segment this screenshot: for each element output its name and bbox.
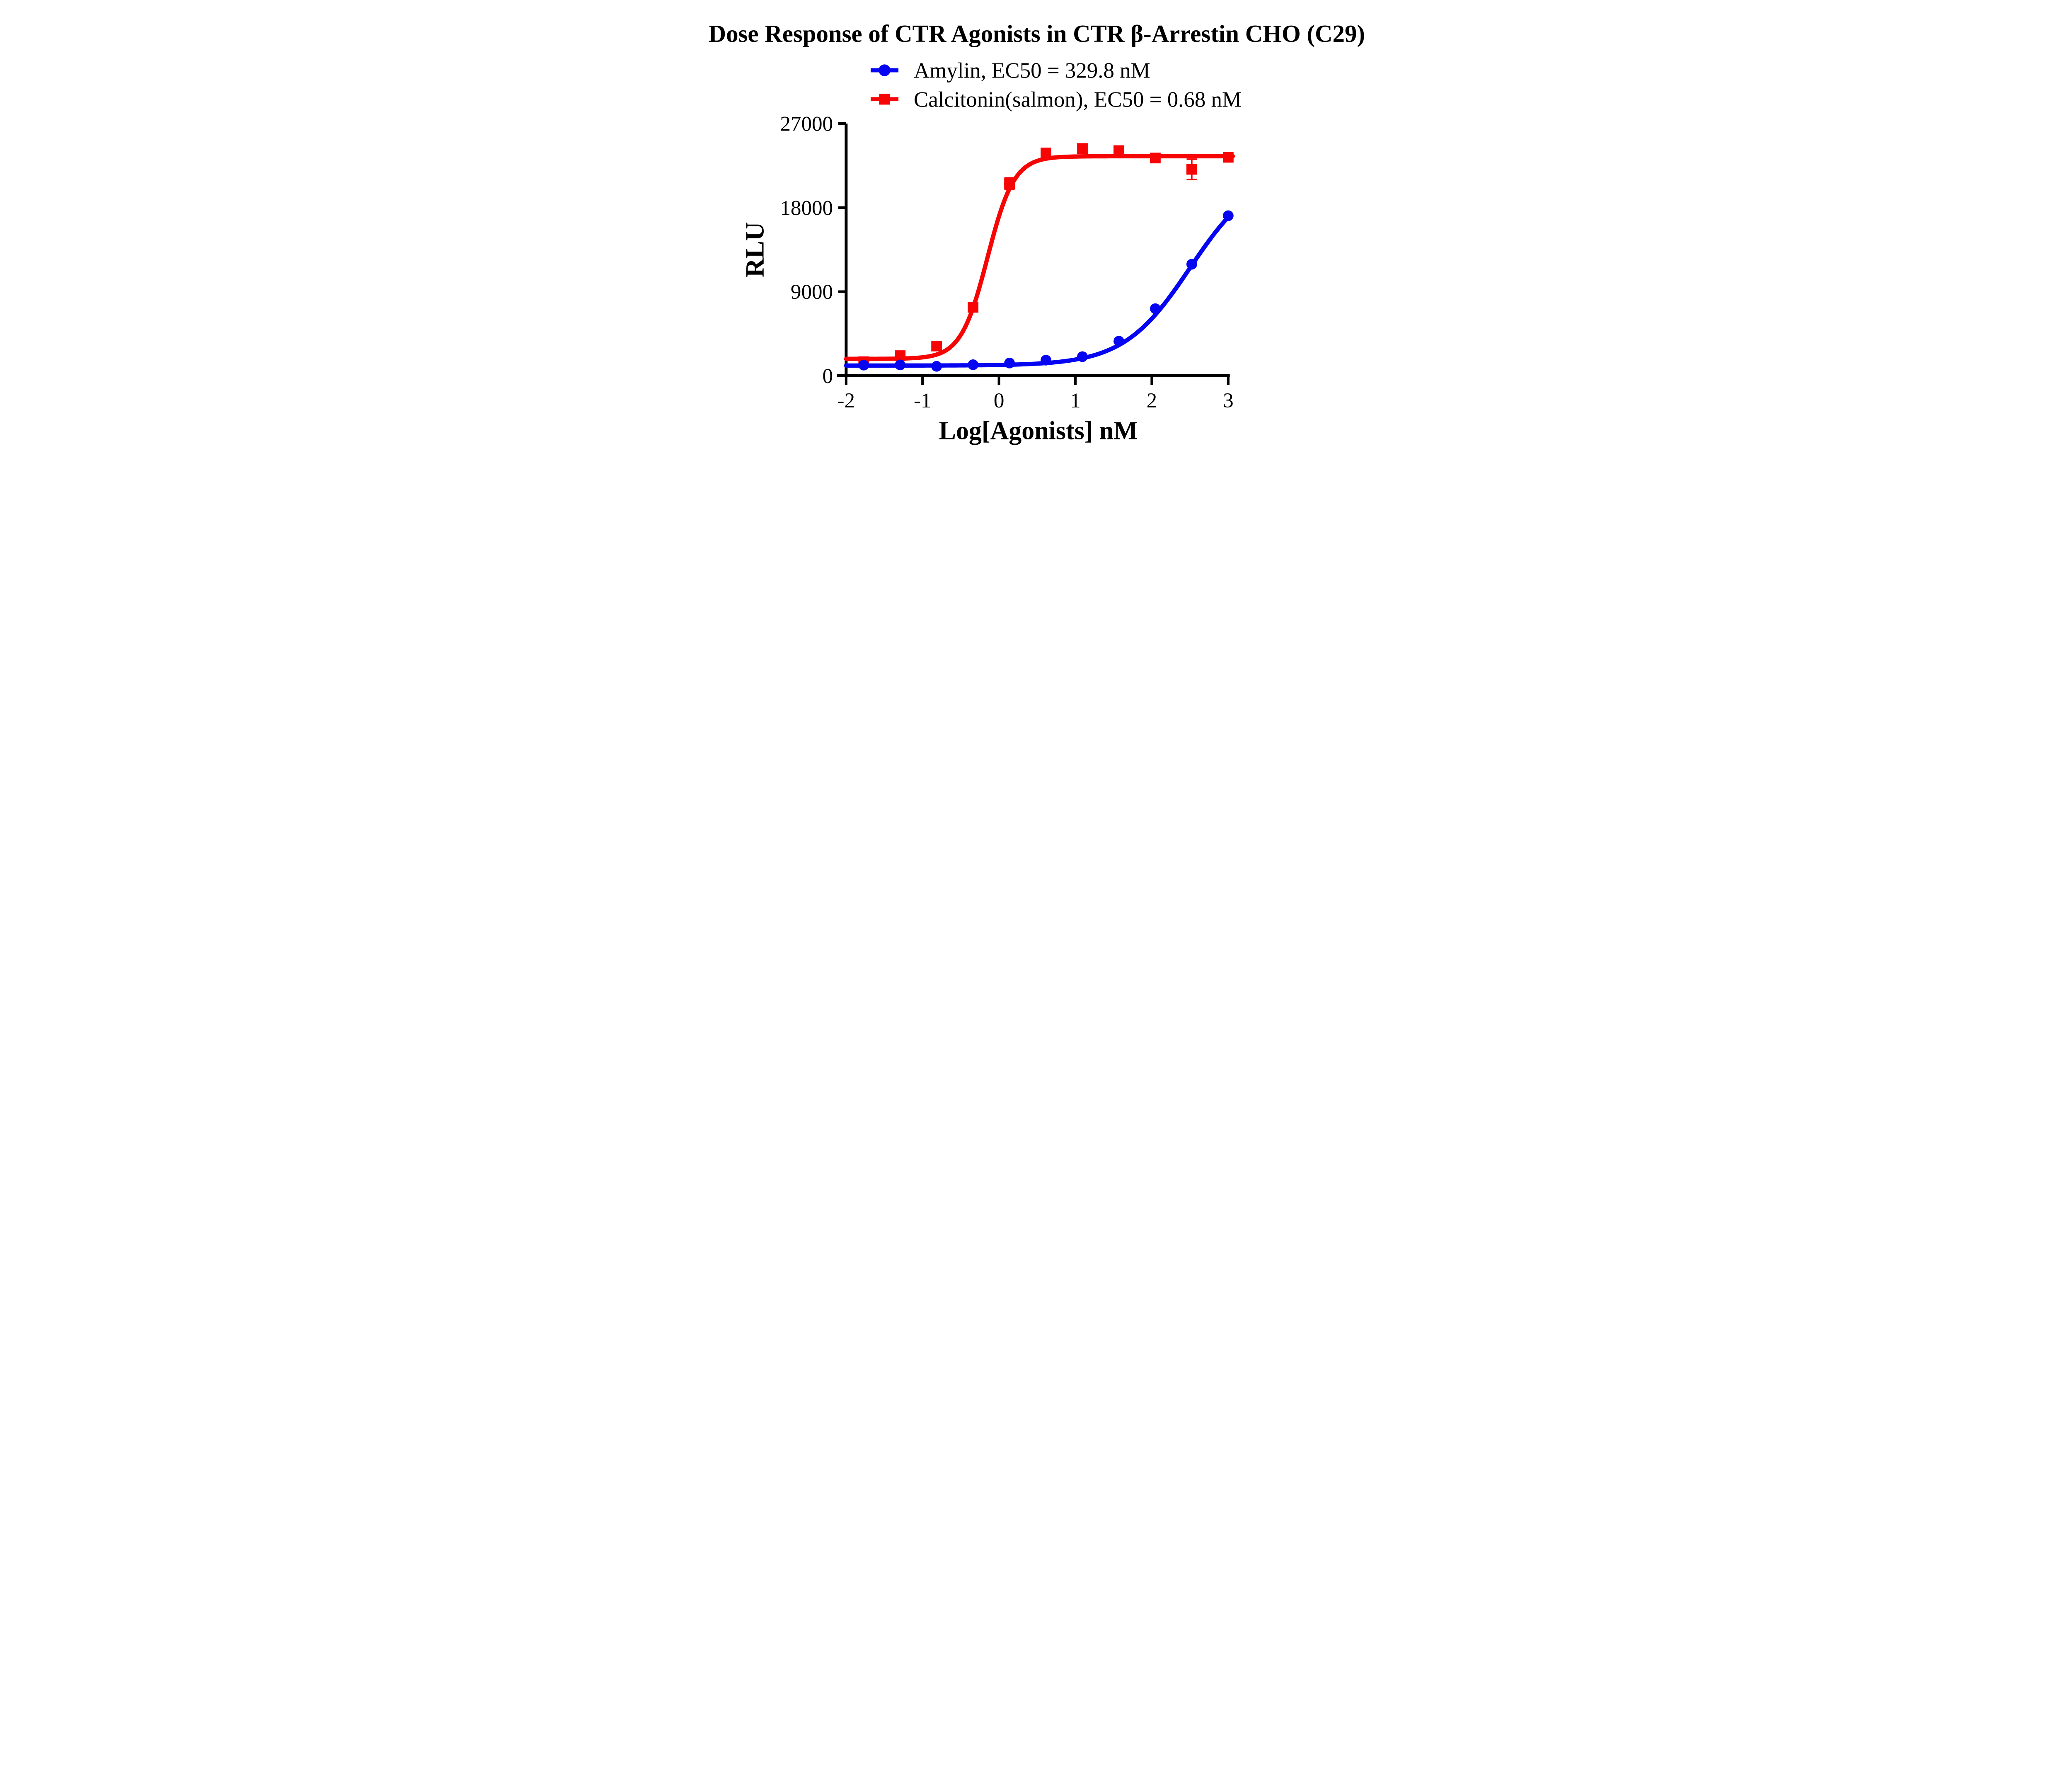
series-Amylin-marker-4 xyxy=(1004,357,1015,368)
legend-square-marker-icon xyxy=(879,94,890,105)
x-tick-label--1: -1 xyxy=(914,389,932,412)
series-Amylin-marker-9 xyxy=(1186,259,1197,270)
series-Amylin-marker-7 xyxy=(1113,336,1124,347)
x-tick-label-3: 3 xyxy=(1223,389,1234,412)
y-tick-label-0: 0 xyxy=(823,364,833,388)
legend-label-Calcitonin(salmon): Calcitonin(salmon), EC50 = 0.68 nM xyxy=(914,87,1242,112)
series-Calcitonin(salmon)-marker-7 xyxy=(1113,145,1124,156)
chart-title: Dose Response of CTR Agonists in CTR β-A… xyxy=(709,20,1365,47)
series-Calcitonin(salmon)-marker-2 xyxy=(931,340,942,351)
series-Amylin-marker-8 xyxy=(1150,303,1161,314)
x-tick-label-2: 2 xyxy=(1147,389,1157,412)
y-tick-label-18000: 18000 xyxy=(780,196,833,220)
series-Amylin-marker-3 xyxy=(968,359,979,370)
x-axis-title: Log[Agonists] nM xyxy=(939,417,1138,445)
dose-response-chart: Dose Response of CTR Agonists in CTR β-A… xyxy=(684,0,1388,461)
series-Amylin-marker-10 xyxy=(1222,210,1234,221)
series-Calcitonin(salmon)-marker-10 xyxy=(1222,152,1234,163)
series-Calcitonin(salmon)-marker-3 xyxy=(968,302,979,313)
series-Amylin-marker-6 xyxy=(1077,351,1088,362)
series-Calcitonin(salmon)-marker-5 xyxy=(1041,148,1051,158)
series-Amylin-marker-2 xyxy=(931,361,942,372)
series-Calcitonin(salmon)-marker-6 xyxy=(1077,143,1088,154)
legend-circle-marker-icon xyxy=(879,64,891,76)
x-tick-label-1: 1 xyxy=(1070,389,1081,412)
chart-background xyxy=(684,0,1388,461)
series-Amylin-marker-1 xyxy=(895,359,906,371)
series-Amylin-marker-0 xyxy=(858,359,869,371)
series-Amylin-fit-curve xyxy=(844,215,1231,368)
series-Calcitonin(salmon)-marker-1 xyxy=(895,350,906,361)
series-Calcitonin(salmon)-marker-9 xyxy=(1186,164,1197,175)
y-tick-label-9000: 9000 xyxy=(791,280,833,304)
y-tick-label-27000: 27000 xyxy=(780,112,833,136)
series-Calcitonin(salmon)-marker-4 xyxy=(1004,178,1015,189)
x-tick-label--2: -2 xyxy=(838,389,855,412)
series-Calcitonin(salmon)-fit-curve xyxy=(844,154,1235,361)
chart-canvas: Dose Response of CTR Agonists in CTR β-A… xyxy=(684,0,1388,461)
series-Calcitonin(salmon)-marker-8 xyxy=(1150,153,1161,164)
y-axis-title: RLU xyxy=(740,222,769,277)
x-tick-label-0: 0 xyxy=(994,389,1005,412)
legend-label-Amylin: Amylin, EC50 = 329.8 nM xyxy=(914,59,1150,83)
series-Amylin-marker-5 xyxy=(1041,354,1051,366)
